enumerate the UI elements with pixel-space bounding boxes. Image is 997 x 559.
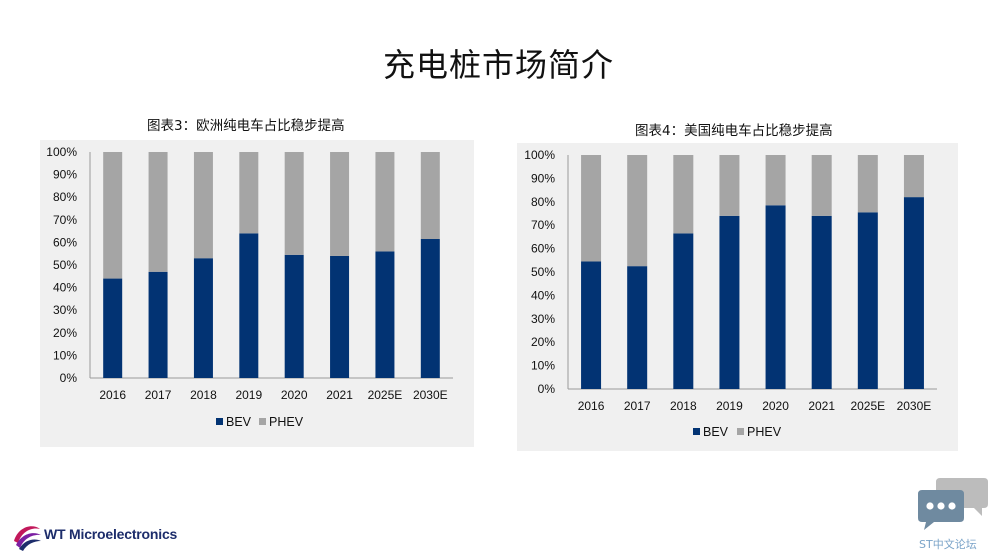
y-tick-label: 60% <box>53 235 77 249</box>
y-tick-label: 30% <box>531 312 555 326</box>
bar-bev-2020 <box>284 254 304 378</box>
bar-phev-2030e <box>903 155 924 198</box>
legend-swatch-phev <box>737 428 744 435</box>
x-tick-label: 2030E <box>413 388 448 402</box>
x-tick-label: 2019 <box>716 399 743 413</box>
y-tick-label: 80% <box>531 195 555 209</box>
wt-swirl-icon <box>14 526 41 551</box>
bar-bev-2016 <box>103 278 123 378</box>
bar-phev-2016 <box>581 155 602 262</box>
x-tick-label: 2020 <box>762 399 789 413</box>
chart-title-usa: 图表4：美国纯电车占比稳步提高 <box>635 123 833 139</box>
bar-phev-2025e <box>857 155 878 213</box>
bar-bev-2021 <box>330 255 350 378</box>
bar-phev-2019 <box>239 152 259 234</box>
bar-bev-2016 <box>581 261 602 389</box>
wt-microelectronics-logo: WT Microelectronics <box>10 519 210 553</box>
y-tick-label: 50% <box>53 258 77 272</box>
bar-bev-2025e <box>857 212 878 389</box>
y-tick-label: 20% <box>53 326 77 340</box>
bar-phev-2020 <box>284 152 304 255</box>
bar-phev-2030e <box>420 152 440 240</box>
stacked-bar-chart-usa: 0% 10% 20% 30% 40% 50% 60% 70% 80% 90% 100% 2016 201… <box>524 148 937 439</box>
y-tick-label: 40% <box>53 281 77 295</box>
y-tick-label: 50% <box>531 265 555 279</box>
x-tick-label: 2017 <box>624 399 651 413</box>
y-tick-label: 90% <box>531 171 555 185</box>
stacked-bar-chart-europe: 0% 10% 20% 30% 40% 50% 60% 70% 80% 90% 100% 2016 201… <box>46 145 453 429</box>
y-tick-label: 70% <box>53 213 77 227</box>
x-tick-label: 2025E <box>850 399 885 413</box>
x-tick-label: 2016 <box>99 388 126 402</box>
bar-phev-2017 <box>148 152 168 272</box>
bar-phev-2019 <box>719 155 740 216</box>
x-tick-label: 2021 <box>808 399 835 413</box>
y-tick-label: 10% <box>53 348 77 362</box>
bar-phev-2018 <box>193 152 213 259</box>
y-tick-label: 0% <box>60 371 78 385</box>
bar-bev-2018 <box>673 233 694 389</box>
bar-bev-2019 <box>239 233 259 378</box>
bar-bev-2018 <box>193 258 213 378</box>
y-tick-label: 80% <box>53 190 77 204</box>
y-tick-label: 20% <box>531 335 555 349</box>
bar-bev-2030e <box>903 197 924 389</box>
x-tick-label: 2019 <box>235 388 262 402</box>
x-tick-label: 2018 <box>670 399 697 413</box>
x-tick-label: 2020 <box>281 388 308 402</box>
x-tick-label: 2030E <box>897 399 932 413</box>
bar-phev-2016 <box>103 152 123 279</box>
bar-phev-2025e <box>375 152 395 252</box>
legend-swatch-bev <box>216 418 223 425</box>
bar-phev-2021 <box>811 155 832 216</box>
x-tick-label: 2021 <box>326 388 353 402</box>
forum-watermark-text: ST中文论坛 <box>919 538 977 551</box>
bar-phev-2018 <box>673 155 694 234</box>
y-tick-label: 100% <box>46 145 77 159</box>
x-tick-label: 2018 <box>190 388 217 402</box>
legend-label-bev: BEV <box>226 415 252 429</box>
y-tick-label: 60% <box>531 242 555 256</box>
x-tick-label: 2016 <box>578 399 605 413</box>
y-tick-label: 0% <box>538 382 556 396</box>
bar-bev-2017 <box>627 266 648 389</box>
slide-title: 充电桩市场简介 <box>382 46 614 84</box>
bar-bev-2020 <box>765 205 786 389</box>
x-tick-label: 2025E <box>368 388 403 402</box>
y-tick-label: 70% <box>531 218 555 232</box>
legend-label-bev: BEV <box>703 425 729 439</box>
legend-swatch-bev <box>693 428 700 435</box>
bar-bev-2021 <box>811 215 832 389</box>
bar-bev-2030e <box>420 239 440 378</box>
bar-phev-2017 <box>627 155 648 267</box>
bar-phev-2021 <box>330 152 350 256</box>
chat-bubbles-icon <box>918 478 988 530</box>
bar-bev-2017 <box>148 271 168 378</box>
y-tick-label: 90% <box>53 168 77 182</box>
bar-bev-2025e <box>375 251 395 378</box>
y-tick-label: 100% <box>524 148 555 162</box>
legend-label-phev: PHEV <box>269 415 304 429</box>
y-tick-label: 40% <box>531 288 555 302</box>
y-tick-label: 10% <box>531 359 555 373</box>
bar-bev-2019 <box>719 215 740 389</box>
x-tick-label: 2017 <box>145 388 172 402</box>
logo-text: WT Microelectronics <box>44 526 178 542</box>
chart-title-europe: 图表3：欧洲纯电车占比稳步提高 <box>147 118 345 134</box>
legend-label-phev: PHEV <box>747 425 782 439</box>
bar-phev-2020 <box>765 155 786 206</box>
legend-swatch-phev <box>259 418 266 425</box>
y-tick-label: 30% <box>53 303 77 317</box>
